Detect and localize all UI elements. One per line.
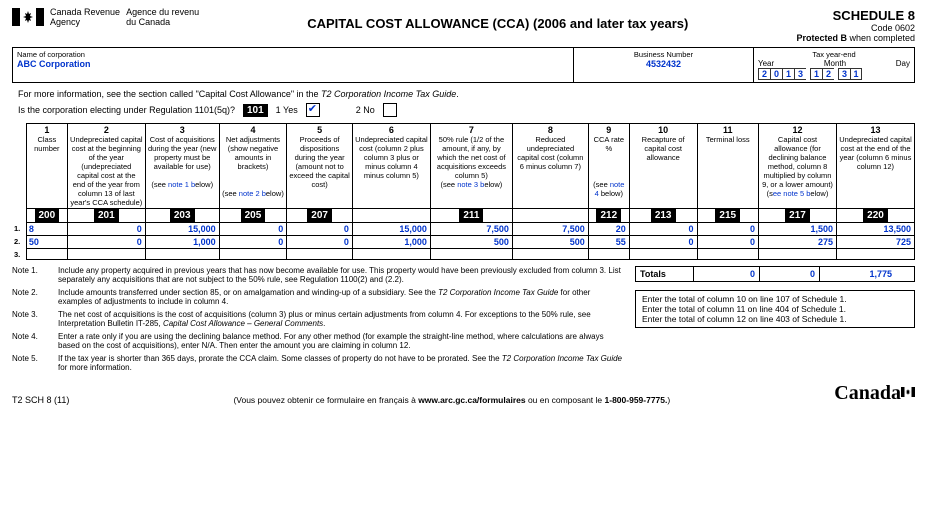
col11-hdr: 11Terminal loss — [697, 124, 759, 209]
corp-name-cell: Name of corporation ABC Corporation — [13, 48, 574, 82]
code-201: 201 — [94, 209, 119, 222]
code-203: 203 — [170, 209, 195, 222]
code-215: 215 — [715, 209, 740, 222]
code-220: 220 — [863, 209, 888, 222]
agency-logo-block: Canada RevenueAgency Agence du revenudu … — [12, 8, 199, 28]
canada-wordmark: Canada — [834, 382, 915, 405]
page-title: CAPITAL COST ALLOWANCE (CCA) (2006 and l… — [199, 8, 796, 31]
footer: T2 SCH 8 (11) (Vous pouvez obtenir ce fo… — [12, 382, 915, 405]
col2-hdr: 2Undepreciated capital cost at the begin… — [67, 124, 145, 209]
table-row: 2. 5001,000001,0005005005500275725 — [12, 236, 915, 249]
more-info-line: For more information, see the section ca… — [18, 89, 915, 99]
col10-hdr: 10Recapture of capital cost allowance — [629, 124, 697, 209]
schedule-reference-box: Enter the total of column 10 on line 107… — [635, 290, 915, 328]
code-213: 213 — [651, 209, 676, 222]
col12-hdr: 12Capital cost allowance (for declining … — [759, 124, 837, 209]
code-212: 212 — [596, 209, 621, 222]
col1-hdr: 1Class number — [26, 124, 67, 209]
checkbox-no[interactable] — [383, 103, 397, 117]
code-211: 211 — [459, 209, 483, 222]
col7-hdr: 750% rule (1/2 of the amount, if any, by… — [430, 124, 512, 209]
code-200: 200 — [35, 209, 60, 222]
form-id: T2 SCH 8 (11) — [12, 395, 69, 405]
totals-box: Totals 0 0 1,775 — [635, 266, 915, 282]
total-col10: 0 — [694, 267, 760, 281]
schedule-block: SCHEDULE 8 Code 0602 Protected B when co… — [796, 8, 915, 43]
business-number-cell: Business Number 4532432 — [574, 48, 754, 82]
question-row: Is the corporation electing under Regula… — [18, 103, 915, 117]
footer-french-text: (Vous pouvez obtenir ce formulaire en fr… — [233, 395, 670, 405]
checkbox-yes[interactable] — [306, 103, 320, 117]
total-col11: 0 — [760, 267, 820, 281]
col5-hdr: 5Proceeds of dispositions during the yea… — [287, 124, 353, 209]
col8-hdr: 8Reduced undepreciated capital cost (col… — [512, 124, 588, 209]
col6-hdr: 6Undepreciated capital cost (column 2 pl… — [352, 124, 430, 209]
totals-label: Totals — [636, 267, 694, 281]
tax-year-end-boxes: 20131231 — [758, 68, 910, 80]
code-205: 205 — [241, 209, 266, 222]
agency-fr: Agence du revenudu Canada — [126, 8, 199, 28]
notes-block: Note 1.Include any property acquired in … — [12, 266, 623, 376]
question-code: 101 — [243, 104, 268, 117]
tax-year-end-cell: Tax year-end YearMonthDay 20131231 — [754, 48, 914, 82]
question-text: Is the corporation electing under Regula… — [18, 105, 235, 115]
code-207: 207 — [307, 209, 332, 222]
table-row: 3. — [12, 249, 915, 260]
info-bar: Name of corporation ABC Corporation Busi… — [12, 47, 915, 83]
business-number-value: 4532432 — [578, 59, 749, 69]
col9-hdr: 9CCA rate %(see note 4 below) — [588, 124, 629, 209]
col13-hdr: 13Undepreciated capital cost at the end … — [836, 124, 914, 209]
code-217: 217 — [785, 209, 810, 222]
col4-hdr: 4Net adjustments (show negative amounts … — [219, 124, 287, 209]
canada-flag-mini-icon — [901, 387, 915, 397]
corp-name-value: ABC Corporation — [17, 59, 569, 69]
cca-table: 1Class number 2Undepreciated capital cos… — [12, 123, 915, 260]
table-row: 1. 8015,0000015,0007,5007,50020001,50013… — [12, 223, 915, 236]
total-col12: 1,775 — [820, 267, 896, 281]
col3-hdr: 3Cost of acquisitions during the year (n… — [145, 124, 219, 209]
canada-flag-icon — [12, 8, 44, 26]
header: Canada RevenueAgency Agence du revenudu … — [12, 8, 915, 43]
agency-en: Canada RevenueAgency — [50, 8, 120, 28]
